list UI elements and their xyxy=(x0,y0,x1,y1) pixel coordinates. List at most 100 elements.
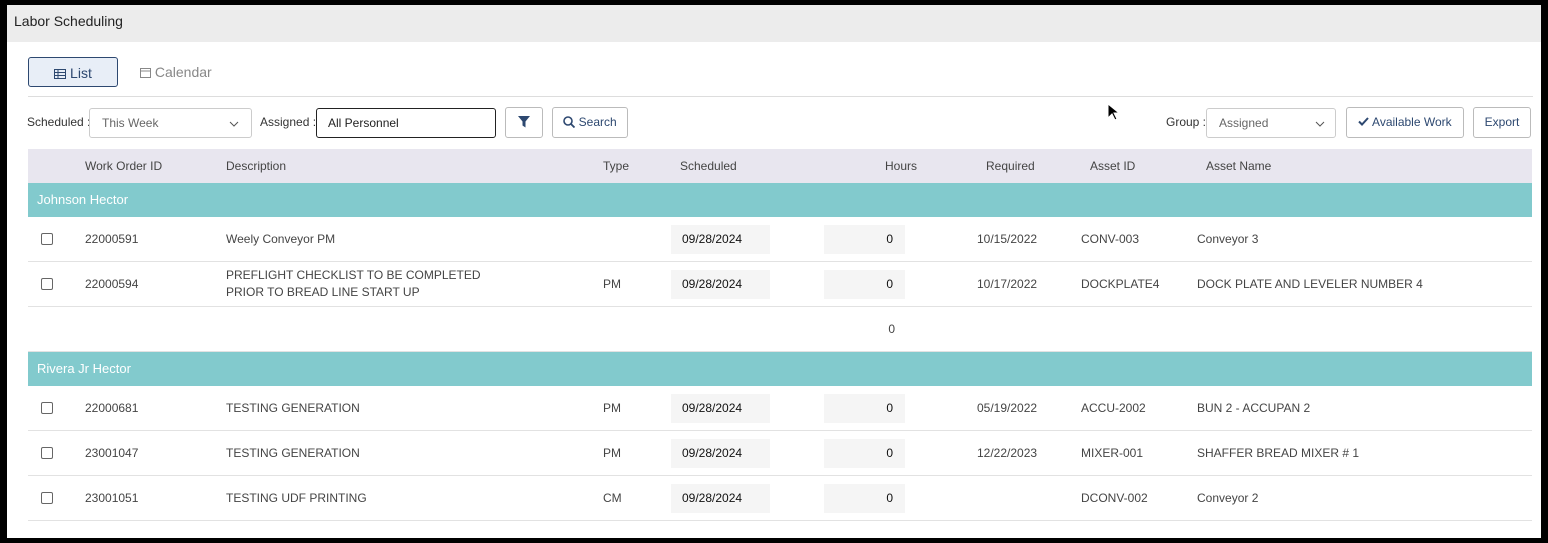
cell: 0 xyxy=(824,393,977,423)
column-header: Type xyxy=(603,159,630,173)
asset-name: BUN 2 - ACCUPAN 2 xyxy=(1197,401,1311,415)
chevron xyxy=(1315,121,1325,127)
group-header: Johnson Hector xyxy=(28,183,1532,217)
cell: TESTING GENERATION xyxy=(226,445,603,462)
cell: PM xyxy=(603,277,671,291)
type: PM xyxy=(603,401,621,415)
cell: 05/19/2022 xyxy=(977,401,1081,415)
id: 22000591 xyxy=(85,232,139,246)
hours-input[interactable]: 0 xyxy=(824,269,905,299)
group-header: Rivera Jr Hector xyxy=(28,352,1532,386)
hours-input[interactable]: 0 xyxy=(824,438,905,468)
date-input[interactable]: 09/28/2024 xyxy=(671,438,770,468)
schedule-table: Work Order ID Description Type Scheduled Hou… xyxy=(28,149,1532,538)
asset-id: ACCU-2002 xyxy=(1081,401,1146,415)
required: 12/22/2023 xyxy=(977,446,1038,460)
cell: BUN 2 - ACCUPAN 2 xyxy=(1197,401,1532,415)
type: PM xyxy=(603,277,621,291)
cell: PREFLIGHT CHECKLIST TO BE COMPLETED PRIO… xyxy=(226,267,603,301)
asset-name: DOCK PLATE AND LEVELER NUMBER 4 xyxy=(1197,277,1423,291)
calendar-tab[interactable]: Calendar xyxy=(140,57,212,87)
cell: PM xyxy=(603,446,671,460)
cell: MIXER-001 xyxy=(1081,446,1197,460)
asset-id: DOCKPLATE4 xyxy=(1081,277,1160,291)
subtotal-row: 0 xyxy=(28,307,1532,352)
description: Weely Conveyor PM xyxy=(226,231,336,246)
filter-button[interactable] xyxy=(505,107,543,138)
date-input[interactable]: 09/28/2024 xyxy=(671,393,770,423)
asset-id: CONV-003 xyxy=(1081,232,1140,246)
cell: SHAFFER BREAD MIXER # 1 xyxy=(1197,446,1532,460)
cell: 22000681 xyxy=(85,401,226,415)
button-label: Available Work xyxy=(1372,115,1452,129)
cell: DOCK PLATE AND LEVELER NUMBER 4 xyxy=(1197,277,1532,291)
calendar-icon xyxy=(140,68,151,78)
description: TESTING GENERATION xyxy=(226,445,360,460)
hours-input[interactable]: 0 xyxy=(824,483,905,513)
cell xyxy=(28,278,85,290)
description: TESTING GENERATION xyxy=(226,400,360,415)
cell xyxy=(28,447,85,459)
tab-label: List xyxy=(70,65,92,81)
asset-name: Conveyor 3 xyxy=(1197,232,1259,246)
cell: 0 xyxy=(824,322,977,336)
tab-label: Calendar xyxy=(154,64,212,80)
cell: Weely Conveyor PM xyxy=(226,231,603,248)
cursor xyxy=(1107,103,1119,121)
description: PREFLIGHT CHECKLIST TO BE COMPLETED PRIO… xyxy=(226,268,481,299)
checkbox[interactable] xyxy=(41,492,53,504)
date-input[interactable]: 09/28/2024 xyxy=(671,269,770,299)
cell: TESTING GENERATION xyxy=(226,400,603,417)
cell: 0 xyxy=(824,269,977,299)
available-work-button[interactable]: Available Work xyxy=(1346,107,1464,138)
cell: 23001047 xyxy=(85,446,226,460)
assigned-input[interactable]: All Personnel xyxy=(316,108,496,138)
column-header: Scheduled xyxy=(680,159,737,173)
group-select[interactable]: Assigned xyxy=(1206,108,1336,138)
checkbox[interactable] xyxy=(41,278,53,290)
cell: Conveyor 3 xyxy=(1197,232,1532,246)
column-header: Description xyxy=(226,159,287,173)
date-input[interactable]: 09/28/2024 xyxy=(671,224,770,254)
cell: 09/28/2024 xyxy=(671,269,824,299)
asset-name: SHAFFER BREAD MIXER # 1 xyxy=(1197,446,1360,460)
chevron xyxy=(229,121,239,127)
cell: 10/15/2022 xyxy=(977,232,1081,246)
cell: 10/17/2022 xyxy=(977,277,1081,291)
cell: ACCU-2002 xyxy=(1081,401,1197,415)
cell: 09/28/2024 xyxy=(671,224,824,254)
cell: DOCKPLATE4 xyxy=(1081,277,1197,291)
cell: CONV-003 xyxy=(1081,232,1197,246)
cell: 12/22/2023 xyxy=(977,446,1081,460)
checkbox[interactable] xyxy=(41,233,53,245)
description: TESTING UDF PRINTING xyxy=(226,490,367,505)
cell xyxy=(28,402,85,414)
scheduled-select[interactable]: This Week xyxy=(89,108,252,138)
filter-label: Scheduled : xyxy=(27,115,91,129)
cell: 09/28/2024 xyxy=(671,483,824,513)
column-header: Work Order ID xyxy=(85,159,163,173)
asset-id: DCONV-002 xyxy=(1081,491,1148,505)
search-icon xyxy=(563,116,576,129)
search-button[interactable]: Search xyxy=(552,107,628,138)
filter-label: Assigned : xyxy=(260,115,317,129)
list-tab[interactable]: List xyxy=(28,57,118,87)
select-value: This Week xyxy=(102,116,159,130)
hours-input[interactable]: 0 xyxy=(824,393,905,423)
id: 22000681 xyxy=(85,401,139,415)
cell: 09/28/2024 xyxy=(671,393,824,423)
export-button[interactable]: Export xyxy=(1473,107,1531,138)
page-title: Labor Scheduling xyxy=(7,5,1541,42)
cell xyxy=(28,492,85,504)
filter-label: Group : xyxy=(1166,115,1207,129)
required: 10/17/2022 xyxy=(977,277,1038,291)
checkbox[interactable] xyxy=(41,447,53,459)
hours-input[interactable]: 0 xyxy=(824,224,905,254)
date-input[interactable]: 09/28/2024 xyxy=(671,483,770,513)
table-row: 22000594 PREFLIGHT CHECKLIST TO BE COMPLE… xyxy=(28,262,1532,307)
total-hours: 0 xyxy=(888,322,895,336)
column-header: Asset ID xyxy=(1090,159,1136,173)
id: 23001051 xyxy=(85,491,139,505)
table-row: 23001051 TESTING UDF PRINTING CM 09/28/2024… xyxy=(28,476,1532,521)
checkbox[interactable] xyxy=(41,402,53,414)
